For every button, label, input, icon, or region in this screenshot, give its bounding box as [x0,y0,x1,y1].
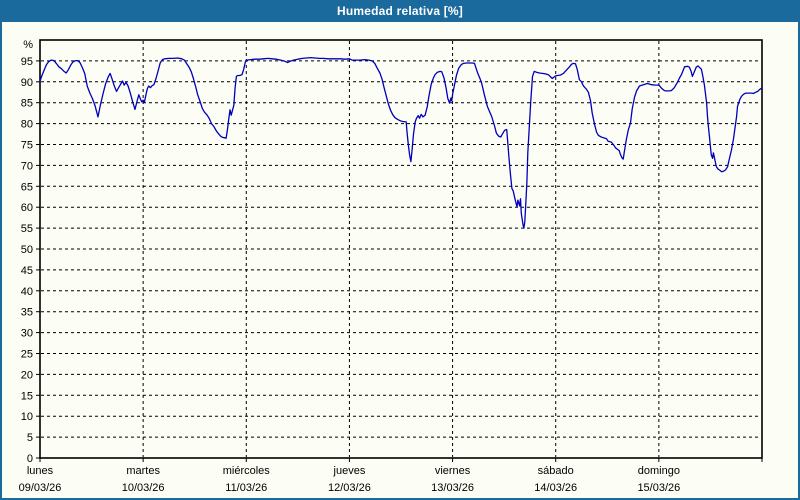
x-axis-date-label: 11/03/26 [225,482,267,494]
x-axis-day-label: lunes [27,465,54,477]
x-axis-date-label: 15/03/26 [637,482,680,494]
y-axis-tick-label: 55 [21,223,33,235]
y-axis-unit-label: % [23,39,33,51]
y-axis-tick-label: 80 [21,119,33,131]
y-axis-tick-label: 75 [21,140,33,152]
y-axis-tick-label: 95 [21,56,33,68]
x-axis-date-label: 14/03/26 [534,482,577,494]
x-axis-date-label: 12/03/26 [328,482,371,494]
y-axis-tick-label: 65 [21,181,33,193]
y-axis-tick-label: 30 [21,328,33,340]
plot-border [39,39,763,459]
y-axis-tick-label: 90 [21,77,33,89]
x-axis-date-label: 09/03/26 [19,482,62,494]
x-axis-day-label: martes [126,465,160,477]
chart-title: Humedad relativa [%] [336,4,464,18]
x-axis-date-label: 10/03/26 [122,482,165,494]
y-axis-tick-label: 15 [21,390,33,402]
x-axis-day-label: jueves [333,465,366,477]
y-axis-tick-label: 60 [21,202,33,214]
y-axis-tick-label: 50 [21,244,33,256]
x-axis-date-label: 13/03/26 [431,482,474,494]
x-axis-day-label: domingo [638,465,680,477]
y-axis-tick-label: 10 [21,411,33,423]
y-axis-tick-label: 45 [21,265,33,277]
x-axis-day-label: viernes [435,465,471,477]
x-axis-day-label: sábado [538,465,574,477]
y-axis-tick-label: 70 [21,160,33,172]
y-axis-tick-label: 35 [21,307,33,319]
x-axis-day-label: miércoles [223,465,271,477]
y-axis-tick-label: 25 [21,349,33,361]
y-axis-tick-label: 0 [27,453,33,465]
window-titlebar: Humedad relativa [%] [0,0,800,22]
y-axis-tick-label: 40 [21,286,33,298]
y-axis-tick-label: 85 [21,98,33,110]
y-axis-tick-label: 5 [27,432,33,444]
y-axis-tick-label: 20 [21,369,33,381]
humidity-line [39,56,763,229]
